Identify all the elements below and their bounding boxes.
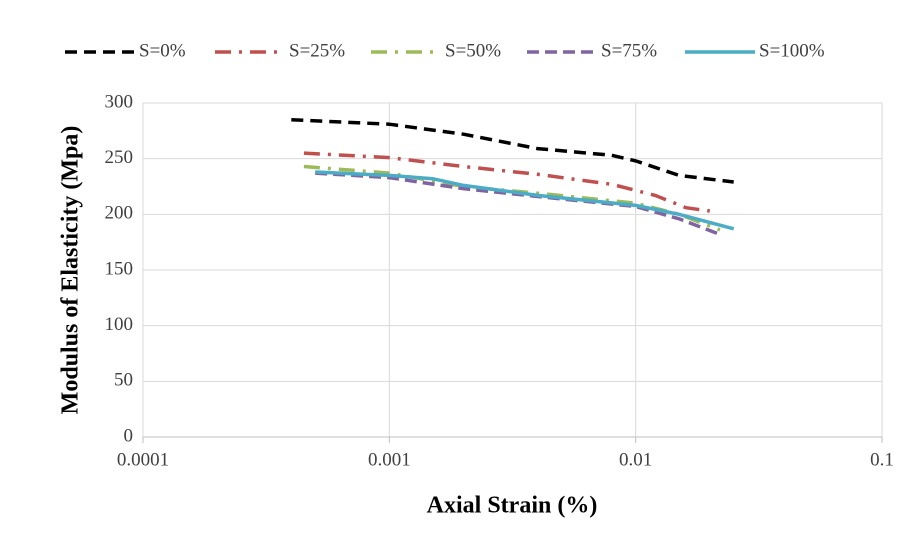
y-tick-label: 200 (105, 203, 134, 224)
x-tick-label: 0.001 (368, 449, 411, 470)
legend-label: S=75% (601, 40, 657, 61)
x-axis-title: Axial Strain (%) (427, 493, 598, 519)
x-tick-label: 0.01 (619, 449, 652, 470)
y-tick-label: 50 (114, 370, 133, 391)
y-tick-label: 300 (105, 91, 134, 112)
y-tick-label: 250 (105, 147, 134, 168)
chart: Axial Strain (%) Modulus of Elasticity (… (0, 0, 916, 549)
y-tick-label: 0 (124, 425, 134, 446)
legend-label: S=50% (445, 40, 501, 61)
y-tick-label: 150 (105, 258, 134, 279)
legend-label: S=25% (289, 40, 345, 61)
y-axis-title: Modulus of Elasticity (Mpa) (58, 126, 84, 415)
legend-label: S=0% (139, 40, 186, 61)
x-tick-label: 0.1 (870, 449, 894, 470)
y-tick-label: 100 (105, 314, 134, 335)
x-tick-label: 0.0001 (117, 449, 169, 470)
legend-label: S=100% (759, 40, 825, 61)
